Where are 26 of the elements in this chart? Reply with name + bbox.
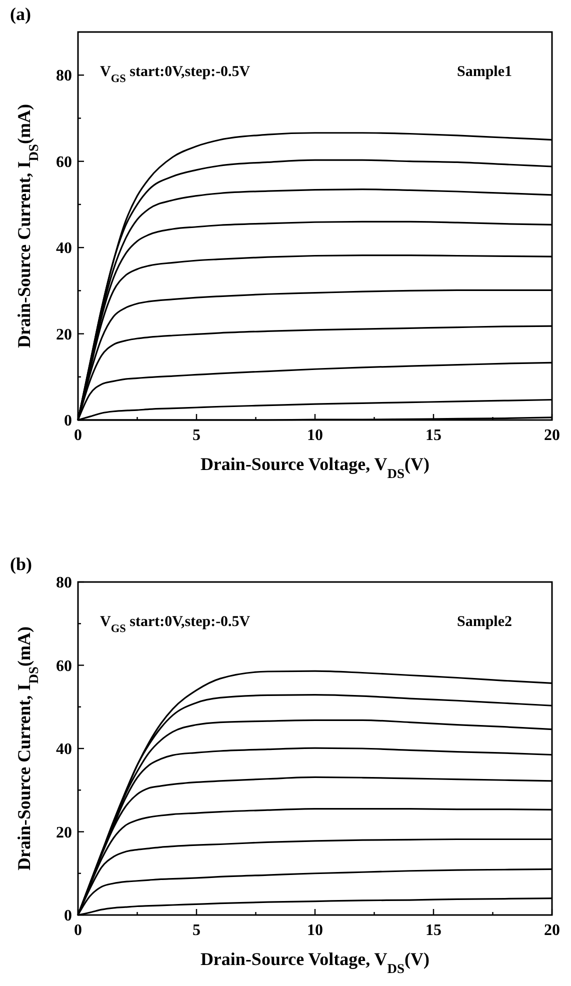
x-axis-title: Drain-Source Voltage, V$_{DS}$(V) — [200, 454, 430, 480]
annotation: Sample2 — [456, 614, 512, 630]
x-axis-title: Drain-Source Voltage, V$_{DS}$(V) — [200, 949, 430, 976]
y-tick-label: 0 — [64, 412, 72, 430]
x-tick-label: 15 — [426, 427, 442, 444]
x-tick-label: 10 — [307, 427, 323, 444]
y-tick-label: 20 — [56, 326, 72, 344]
y-tick-label: 0 — [64, 908, 72, 925]
annotation: V$_{GS}$ start:0V,step:-0.5V — [100, 614, 250, 635]
chart-title: (a) — [10, 4, 31, 24]
x-tick-label: 20 — [544, 427, 560, 444]
annotation: Sample1 — [456, 64, 512, 80]
annotation: V$_{GS}$ start:0V,step:-0.5V — [100, 64, 250, 85]
y-tick-label: 40 — [56, 741, 72, 758]
x-tick-label: 15 — [426, 922, 442, 939]
y-tick-label: 40 — [56, 240, 72, 258]
y-tick-label: 60 — [56, 658, 72, 675]
chart-title: (b) — [10, 554, 32, 574]
x-tick-label: 5 — [192, 922, 200, 939]
y-tick-label: 80 — [56, 574, 72, 592]
y-tick-label: 60 — [56, 154, 72, 171]
x-tick-label: 5 — [192, 427, 200, 444]
y-tick-label: 20 — [56, 824, 72, 842]
y-tick-label: 80 — [56, 68, 72, 85]
x-tick-label: 20 — [544, 922, 560, 939]
x-tick-label: 10 — [307, 922, 323, 939]
